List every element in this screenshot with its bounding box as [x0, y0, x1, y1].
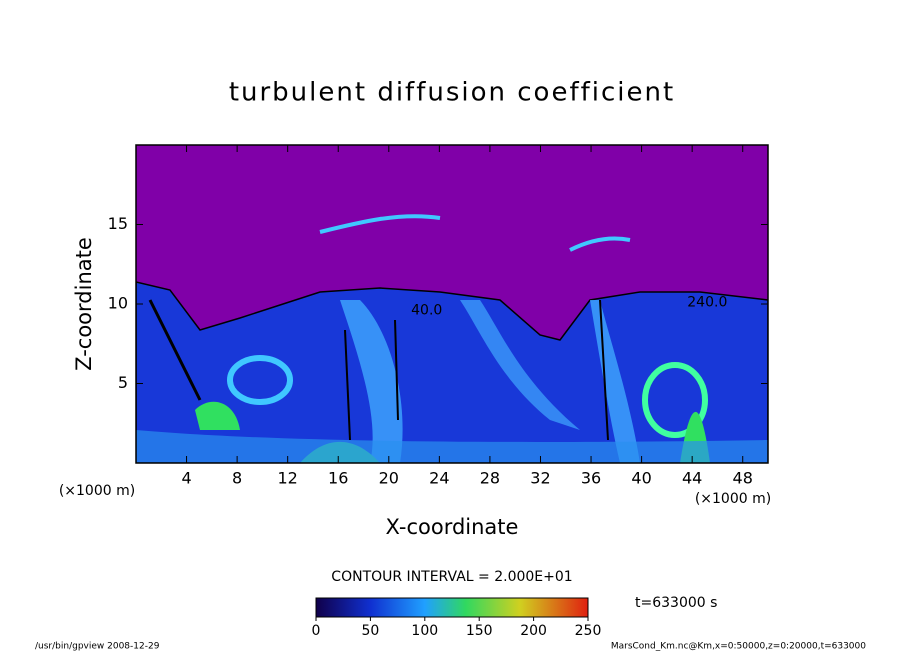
time-label: t=633000 s: [635, 595, 717, 611]
footer-right: MarsCond_Km.nc@Km,x=0:50000,z=0:20000,t=…: [611, 642, 866, 652]
y-tick-label: 15: [108, 214, 128, 233]
x-axis-label: X-coordinate: [386, 515, 519, 539]
y-tick-label: 5: [118, 373, 128, 392]
x-tick-label: 32: [530, 469, 550, 488]
colorbar-tick-label: 150: [466, 623, 493, 639]
colorbar-tick-label: 250: [575, 623, 602, 639]
x-tick-label: 4: [181, 469, 191, 488]
x-tick-label: 44: [682, 469, 702, 488]
y-axis-label: Z-coordinate: [72, 237, 96, 371]
x-tick-label: 16: [328, 469, 348, 488]
contour-label: 40.0: [411, 302, 442, 318]
chart-title: turbulent diffusion coefficient: [229, 78, 675, 108]
contour-label: 240.0: [687, 294, 727, 310]
x-unit-label: (×1000 m): [695, 491, 771, 507]
y-unit-label: (×1000 m): [59, 483, 135, 499]
x-tick-label: 48: [733, 469, 753, 488]
x-tick-label: 20: [379, 469, 399, 488]
colorbar-tick-label: 50: [361, 623, 379, 639]
colorbar-tick-label: 100: [411, 623, 438, 639]
x-tick-label: 8: [232, 469, 242, 488]
footer-left: /usr/bin/gpview 2008-12-29: [35, 642, 160, 652]
x-tick-label: 36: [581, 469, 601, 488]
x-tick-label: 24: [429, 469, 449, 488]
contour-interval: CONTOUR INTERVAL = 2.000E+01: [331, 569, 572, 585]
x-tick-label: 40: [631, 469, 651, 488]
colorbar-tick-label: 0: [312, 623, 321, 639]
field: [136, 145, 768, 463]
colorbar-tick-label: 200: [520, 623, 547, 639]
x-tick-label: 12: [278, 469, 298, 488]
x-tick-label: 28: [480, 469, 500, 488]
y-tick-label: 10: [108, 294, 128, 313]
colorbar: [315, 597, 589, 618]
